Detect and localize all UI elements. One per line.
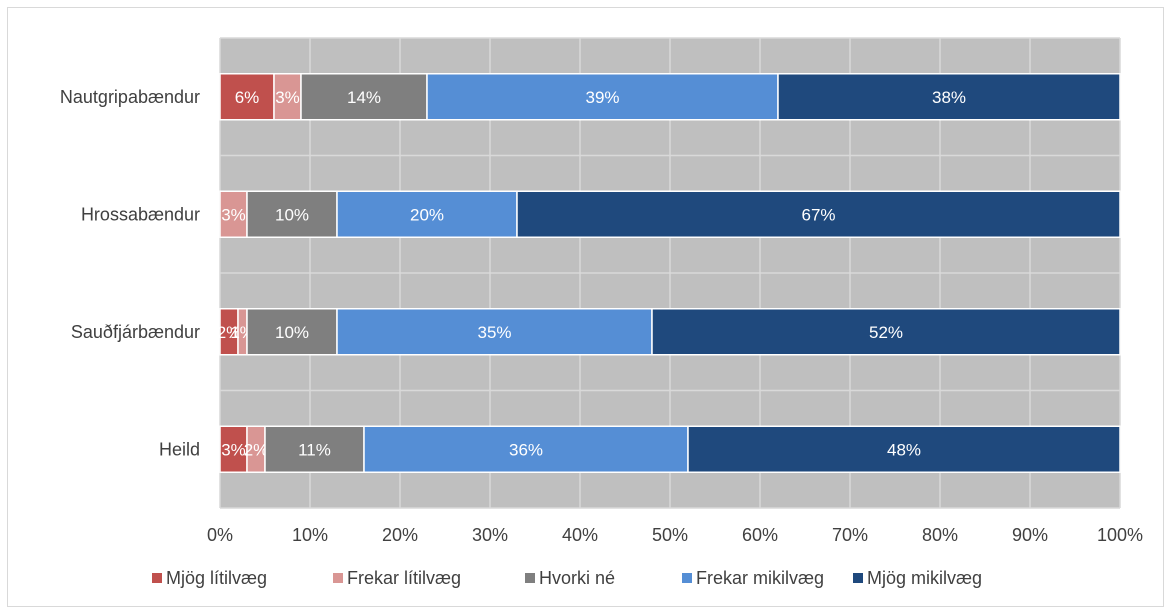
- legend-entry: Hvorki né: [539, 568, 615, 588]
- bar-segment: [426, 73, 779, 121]
- data-label: 10%: [275, 205, 309, 224]
- bar-segment: [219, 73, 275, 121]
- x-tick-label: 20%: [382, 525, 418, 545]
- data-label: 2%: [244, 440, 269, 459]
- x-tick-label: 0%: [207, 525, 233, 545]
- legend-swatch: [853, 573, 863, 583]
- category-label: Heild: [159, 439, 200, 459]
- legend-swatch: [333, 573, 343, 583]
- bar-segment: [777, 73, 1121, 121]
- data-label: 39%: [585, 88, 619, 107]
- bar-segment: [246, 190, 338, 238]
- x-tick-label: 90%: [1012, 525, 1048, 545]
- data-label: 2%: [217, 323, 242, 342]
- legend-swatch: [152, 573, 162, 583]
- data-label: 67%: [801, 205, 835, 224]
- data-label: 48%: [887, 440, 921, 459]
- bar-segment: [336, 190, 518, 238]
- data-label: 20%: [410, 205, 444, 224]
- x-tick-label: 10%: [292, 525, 328, 545]
- legend-swatch: [682, 573, 692, 583]
- x-tick-label: 40%: [562, 525, 598, 545]
- legend-entry: Frekar lítilvæg: [347, 568, 461, 588]
- bar-segment: [516, 190, 1121, 238]
- x-tick-label: 80%: [922, 525, 958, 545]
- category-label: Hrossabændur: [81, 204, 200, 224]
- data-label: 3%: [221, 205, 246, 224]
- data-label: 35%: [477, 323, 511, 342]
- bar-segment: [219, 190, 248, 238]
- bar-segment: [219, 425, 248, 473]
- x-tick-label: 50%: [652, 525, 688, 545]
- x-tick-label: 70%: [832, 525, 868, 545]
- data-label: 6%: [235, 88, 260, 107]
- data-label: 14%: [347, 88, 381, 107]
- bar-segment: [246, 308, 338, 356]
- data-label: 52%: [869, 323, 903, 342]
- data-label: 11%: [298, 440, 331, 459]
- bar-segment: [273, 73, 302, 121]
- legend-entry: Mjög lítilvæg: [166, 568, 267, 588]
- x-tick-label: 60%: [742, 525, 778, 545]
- bar-segment: [363, 425, 689, 473]
- data-label: 38%: [932, 88, 966, 107]
- x-tick-label: 100%: [1097, 525, 1143, 545]
- bar-segment: [651, 308, 1121, 356]
- bar-segment: [687, 425, 1121, 473]
- legend-entry: Mjög mikilvæg: [867, 568, 982, 588]
- data-label: 10%: [275, 323, 309, 342]
- category-label: Sauðfjárbændur: [71, 322, 200, 342]
- data-label: 36%: [509, 440, 543, 459]
- bar-segment: [336, 308, 653, 356]
- category-label: Nautgripabændur: [60, 87, 200, 107]
- data-label: 3%: [275, 88, 300, 107]
- legend-swatch: [525, 573, 535, 583]
- x-tick-label: 30%: [472, 525, 508, 545]
- bar-segment: [300, 73, 428, 121]
- data-label: 3%: [221, 440, 246, 459]
- bar-segment: [264, 425, 365, 473]
- legend-entry: Frekar mikilvæg: [696, 568, 824, 588]
